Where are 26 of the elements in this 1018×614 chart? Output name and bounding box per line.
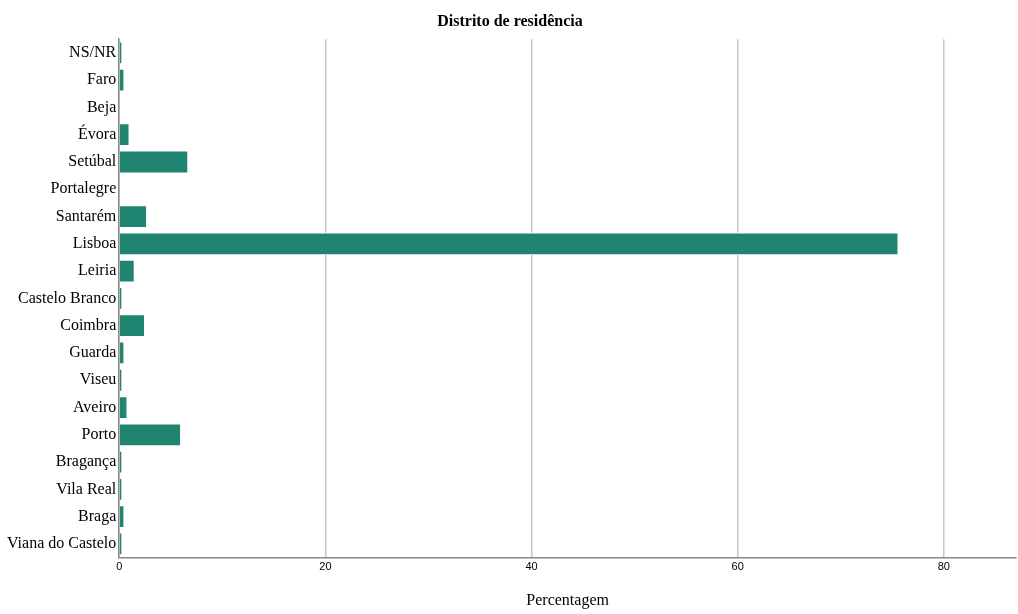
y-tick-label: Viana do Castelo bbox=[7, 534, 117, 552]
y-tick-label: Guarda bbox=[69, 343, 117, 361]
y-tick-label: Aveiro bbox=[72, 397, 117, 415]
x-axis-title: Percentagem bbox=[526, 590, 610, 609]
y-tick-label: Faro bbox=[86, 70, 117, 88]
y-tick-label: Beja bbox=[86, 97, 117, 116]
y-tick-label: Lisboa bbox=[72, 234, 117, 252]
x-tick-label: 40 bbox=[525, 560, 538, 573]
x-tick-label: 80 bbox=[937, 560, 950, 573]
y-tick-label: Porto bbox=[81, 425, 117, 443]
y-tick-label: Évora bbox=[78, 123, 117, 142]
x-tick-label: 60 bbox=[731, 560, 744, 573]
y-tick-label: NS/NR bbox=[69, 43, 117, 61]
chart-title: Distrito de residência bbox=[437, 11, 583, 29]
y-tick-label: Viseu bbox=[79, 370, 117, 388]
y-tick-label: Vila Real bbox=[56, 479, 117, 497]
y-tick-label: Setúbal bbox=[68, 152, 117, 170]
x-tick-label: 0 bbox=[116, 560, 123, 573]
y-tick-label: Santarém bbox=[55, 206, 117, 224]
y-tick-label: Bragança bbox=[55, 452, 117, 471]
x-tick-label: 20 bbox=[319, 560, 332, 573]
y-tick-label: Portalegre bbox=[50, 179, 117, 198]
y-tick-label: Leiria bbox=[78, 261, 117, 279]
y-tick-label: Castelo Branco bbox=[18, 288, 117, 306]
y-tick-label: Coimbra bbox=[60, 315, 117, 333]
y-tick-label: Braga bbox=[78, 506, 117, 525]
